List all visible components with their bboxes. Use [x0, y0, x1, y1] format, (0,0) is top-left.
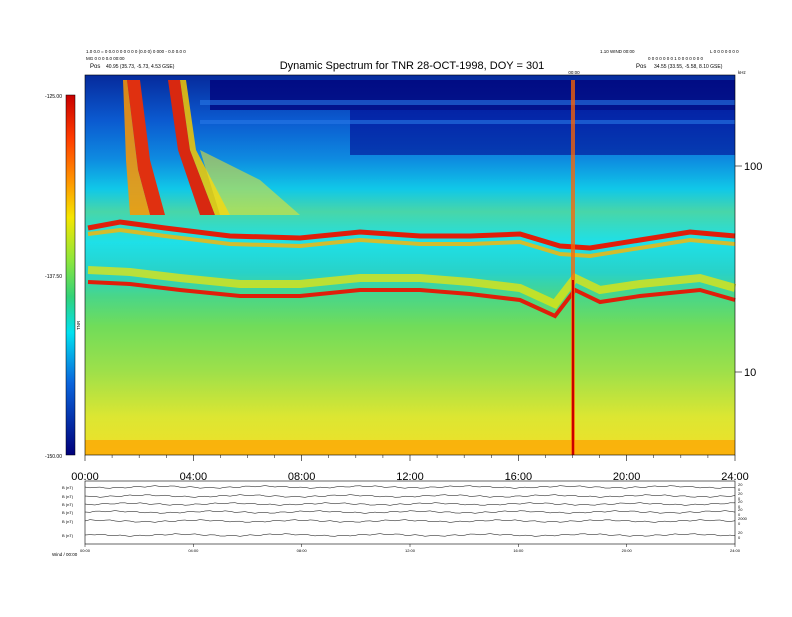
header-right-line1b: L 0 0 0 0 0 0 0 [710, 49, 739, 54]
panel-tick-top: 20 [738, 507, 743, 512]
time-tick-label: 00:00 [71, 471, 99, 483]
time-tick-label: 20:00 [613, 471, 641, 483]
header-left-line1: 1.0 0.0 = 0 0.0 0 0 0 0 0 0 (0.0 0) 0 00… [86, 49, 186, 54]
stack-time-tick-label: 24:00 [730, 548, 741, 553]
plasma-line-upper-halo [87, 227, 736, 259]
time-tick-label: 12:00 [396, 471, 424, 483]
stack-time-tick-label: 20:00 [622, 548, 633, 553]
panel-tick-top: 20 [738, 482, 743, 487]
field-trace [84, 510, 736, 514]
event-spike [571, 80, 575, 455]
panel-tick-bottom: 0 [738, 504, 741, 509]
freq-label-100: 100 [744, 161, 762, 173]
panel-tick-top: 20 [738, 491, 743, 496]
freq-label-10: 10 [744, 367, 756, 379]
figure-header: 1.0 0.0 = 0 0.0 0 0 0 0 0 0 (0.0 0) 0 00… [86, 49, 739, 75]
stack-time-tick-label: 04:00 [188, 548, 199, 553]
time-tick-label: 16:00 [505, 471, 533, 483]
panel-tick-bottom: 0 [738, 512, 741, 517]
panel-label: B (nT) [62, 502, 74, 507]
header-right-line2: 0 0 0 0 0 0 0 1 0 0 0 0 0 0 0 [648, 56, 704, 61]
header-right-line1: 1.10 WIND 00:00 [600, 49, 635, 54]
field-trace [84, 485, 736, 489]
panel-tick-top: 20 [738, 499, 743, 504]
radio-burst-2 [168, 80, 215, 215]
radio-burst-1 [127, 80, 165, 215]
panel-tick-bottom: 0 [738, 487, 741, 492]
panel-label: B (nT) [62, 510, 74, 515]
colorbar-tick-top: -125.00 [45, 94, 62, 100]
blue-band-2 [200, 120, 735, 124]
stack-time-axis: 00:00 04:00 08:00 12:00 16:00 20:00 24:00 [80, 544, 741, 553]
frequency-unit: kHz [738, 70, 746, 75]
radio-burst-2-halo [180, 80, 230, 215]
header-left-pos-value: 40.95 (35.73, -5.73, 4.53 GSE) [106, 64, 175, 70]
colorbar-label: TNR [76, 320, 81, 330]
panel-tick-top: 20 [738, 530, 743, 535]
field-trace [84, 519, 736, 523]
radio-burst-1-halo [123, 80, 150, 215]
time-axis: 00:00 04:00 08:00 12:00 16:00 20:00 24:00 [71, 455, 749, 483]
stack-time-tick-label: 12:00 [405, 548, 416, 553]
chart-title: Dynamic Spectrum for TNR 28-OCT-1998, DO… [280, 60, 545, 72]
plasma-line-lower-halo [87, 266, 737, 309]
spectrogram [84, 74, 737, 456]
stack-footer: Wind / 00:00 [52, 552, 78, 557]
low-frequency-band [85, 440, 735, 455]
colorbar-tick-mid: -137.50 [45, 274, 62, 280]
radio-burst-diffuse [200, 150, 300, 215]
panel-tick-top: 2000 [738, 516, 748, 521]
header-left-line2: MG 0 0 0 0.0 00:00 [86, 56, 125, 61]
panel-label: B (nT) [62, 519, 74, 524]
panel-label: B (nT) [62, 533, 74, 538]
time-tick-label: 08:00 [288, 471, 316, 483]
event-spike-core [572, 280, 574, 455]
colorbar-tick-bottom: -150.00 [45, 454, 62, 460]
stack-frame [84, 480, 736, 545]
field-trace [84, 502, 736, 506]
panel-label: B (nT) [62, 485, 74, 490]
header-left-pos-label: Pos [90, 64, 100, 70]
time-tick-label: 24:00 [721, 471, 749, 483]
colorbar [65, 94, 76, 456]
stack-time-tick-label: 00:00 [80, 548, 91, 553]
stack-time-tick-label: 08:00 [297, 548, 308, 553]
blue-band [200, 100, 735, 105]
stack-time-tick-label: 16:00 [513, 548, 524, 553]
field-trace [84, 533, 736, 537]
frequency-axis: kHz 100 10 [735, 70, 762, 379]
dark-upper-region-2 [350, 110, 735, 155]
plasma-line-lower [87, 280, 736, 319]
event-marker-label: 00:00 [568, 70, 580, 75]
plasma-line-upper [87, 219, 736, 251]
header-right-pos-value: 34.55 (33.55, -5.58, 8.10 GSE) [654, 64, 723, 70]
panel-tick-bottom: 0 [738, 521, 741, 526]
field-trace [84, 494, 736, 498]
panel-label: B (nT) [62, 494, 74, 499]
time-tick-label: 04:00 [180, 471, 208, 483]
dark-upper-region [210, 80, 735, 110]
panel-tick-bottom: 0 [738, 535, 741, 540]
header-right-pos-label: Pos [636, 64, 646, 70]
panel-tick-bottom: 0 [738, 496, 741, 501]
